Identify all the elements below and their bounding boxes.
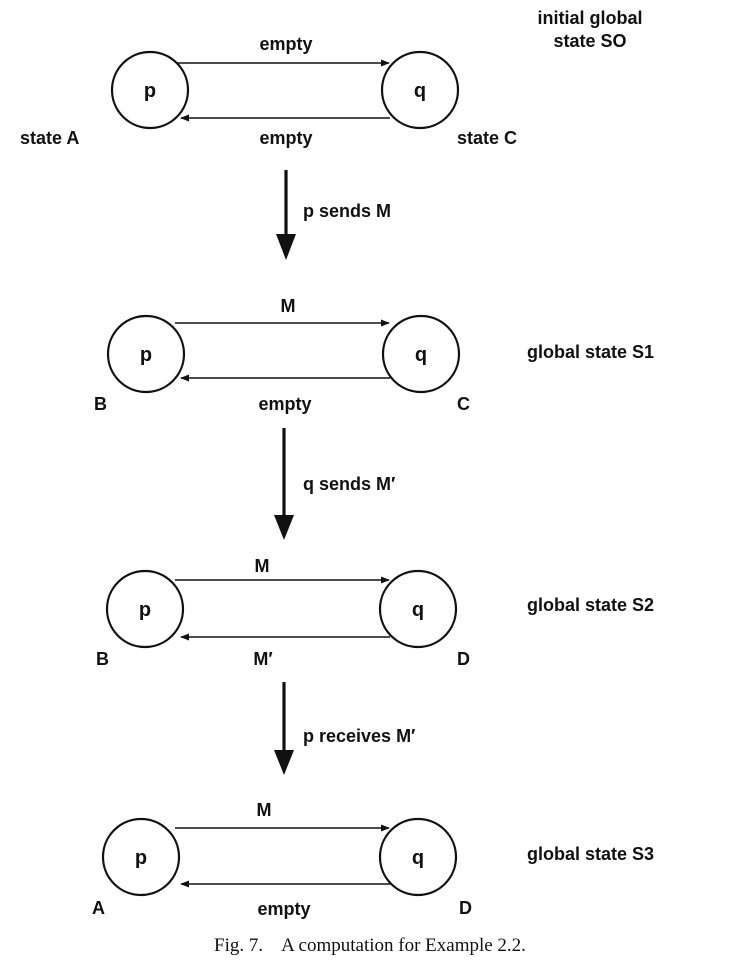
process-p-label: p — [140, 344, 152, 366]
global-state-title: global state S2 — [527, 595, 654, 615]
p-local-state: B — [96, 649, 109, 669]
state-s2: p q M M′ B D global state S2 — [96, 556, 654, 669]
process-q-label: q — [415, 344, 427, 366]
channel-p-to-q-label: empty — [259, 34, 312, 54]
transition-label: p receives M′ — [303, 726, 415, 746]
process-q-label: q — [412, 847, 424, 869]
process-p-circle — [101, 817, 181, 897]
global-state-title: global state S1 — [527, 342, 654, 362]
transition-3: p receives M′ — [274, 682, 415, 775]
state-s0: p q empty empty state A state C initial … — [20, 8, 643, 148]
transition-arrow-head — [276, 234, 296, 260]
state-s3: p q M empty A D global state S3 — [92, 800, 654, 919]
p-local-state: A — [92, 898, 105, 918]
q-local-state: D — [457, 649, 470, 669]
q-local-state: D — [459, 898, 472, 918]
transition-2: q sends M′ — [274, 428, 395, 540]
process-p-circle — [105, 569, 185, 649]
q-local-state: C — [457, 394, 470, 414]
transition-1: p sends M — [276, 170, 391, 260]
process-q-circle — [380, 50, 460, 130]
channel-q-to-p-label: empty — [258, 394, 311, 414]
figure-caption: Fig. 7. A computation for Example 2.2. — [214, 935, 526, 956]
process-q-label: q — [414, 80, 426, 102]
process-p-label: p — [139, 599, 151, 621]
process-p-label: p — [144, 80, 156, 102]
global-state-title-line1: initial global — [537, 8, 642, 28]
transition-label: p sends M — [303, 201, 391, 221]
process-q-circle — [378, 569, 458, 649]
global-state-title-line2: state SO — [553, 31, 626, 51]
channel-p-to-q-label: M — [257, 800, 272, 820]
process-p-circle — [106, 314, 186, 394]
process-p-circle — [110, 50, 190, 130]
channel-q-to-p-label: M′ — [253, 649, 272, 669]
q-local-state: state C — [457, 128, 517, 148]
channel-q-to-p-label: empty — [257, 899, 310, 919]
channel-q-to-p-label: empty — [259, 128, 312, 148]
channel-p-to-q-label: M — [255, 556, 270, 576]
process-q-label: q — [412, 599, 424, 621]
transition-arrow-head — [274, 750, 294, 775]
process-q-circle — [381, 314, 461, 394]
process-q-circle — [378, 817, 458, 897]
global-state-title: global state S3 — [527, 844, 654, 864]
p-local-state: B — [94, 394, 107, 414]
state-s1: p q M empty B C global state S1 — [94, 296, 654, 414]
transition-arrow-head — [274, 515, 294, 540]
channel-p-to-q-label: M — [281, 296, 296, 316]
process-p-label: p — [135, 847, 147, 869]
transition-label: q sends M′ — [303, 474, 395, 494]
p-local-state: state A — [20, 128, 79, 148]
